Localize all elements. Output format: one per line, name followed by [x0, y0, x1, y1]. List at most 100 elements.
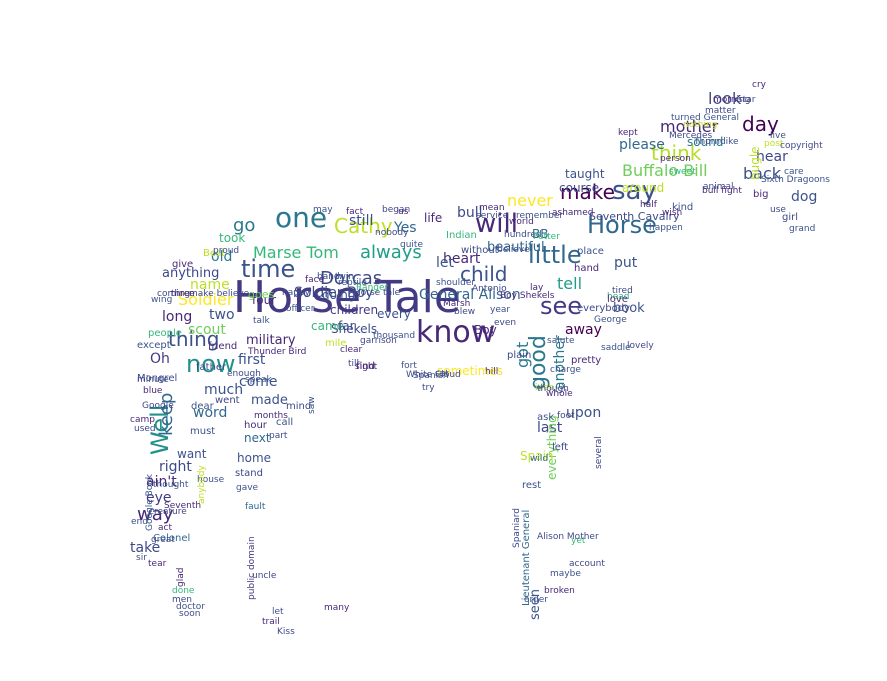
cloud-word: gave: [236, 483, 259, 493]
cloud-word: garrison: [360, 336, 397, 346]
cloud-word: camp: [130, 415, 155, 425]
cloud-word: one: [275, 201, 328, 234]
cloud-word: Google: [142, 401, 174, 411]
cloud-word: try: [422, 383, 435, 393]
cloud-word: sweet: [669, 167, 696, 177]
cloud-word: salute: [547, 336, 575, 346]
cloud-word: go: [233, 215, 256, 236]
cloud-word: BB: [532, 227, 549, 241]
cloud-word: look: [708, 89, 742, 108]
cloud-word: quite: [400, 240, 423, 250]
cloud-word: though: [537, 384, 569, 394]
cloud-word: name: [190, 277, 230, 293]
cloud-word: account: [569, 559, 605, 569]
cloud-word: saddle: [601, 343, 631, 353]
cloud-word: sometimes: [437, 364, 504, 378]
cloud-word: Kiss: [277, 627, 295, 637]
cloud-word: live: [770, 131, 786, 141]
cloud-word: time: [241, 255, 296, 283]
cloud-word: lovely: [627, 341, 654, 351]
cloud-word: Seventh: [164, 501, 202, 511]
cloud-word: hear: [756, 149, 788, 165]
cloud-word: Alison Mother: [537, 532, 599, 542]
cloud-word: big: [753, 189, 769, 200]
cloud-word: many: [324, 603, 350, 613]
cloud-word: book: [613, 301, 645, 316]
cloud-word: men: [172, 595, 193, 605]
cloud-word: Soldier: [178, 290, 234, 309]
cloud-word: Marse Tom: [253, 243, 339, 262]
cloud-word: face: [305, 275, 325, 285]
cloud-word: put: [614, 255, 638, 271]
cloud-word: band: [317, 272, 340, 282]
cloud-word: foot: [557, 411, 575, 421]
cloud-word: stand: [235, 468, 263, 479]
cloud-word: Spain: [520, 449, 554, 463]
cloud-word: Boy Shekels: [500, 291, 555, 301]
cloud-word: thought: [153, 480, 189, 490]
cloud-word: us: [398, 207, 409, 217]
cloud-word: Sixth Dragoons: [761, 175, 830, 185]
cloud-word: fault: [245, 502, 266, 512]
cloud-word: sight: [355, 362, 378, 372]
cloud-word: dear: [191, 401, 214, 412]
cloud-word: Horse Tale: [233, 272, 461, 323]
cloud-word: General Alison: [419, 287, 521, 303]
cloud-word: course: [559, 181, 600, 195]
cloud-word: make believe: [189, 289, 250, 299]
cloud-word: mile: [325, 338, 347, 349]
cloud-word: done: [172, 586, 195, 596]
cloud-word: whole: [546, 389, 573, 399]
cloud-word: always: [360, 242, 422, 263]
cloud-word: Oh: [150, 351, 170, 367]
cloud-word: Soldier Boy: [294, 285, 374, 301]
cloud-word: come: [239, 374, 278, 390]
cloud-word: day: [742, 112, 779, 136]
cloud-word: Horse: [587, 211, 657, 239]
cloud-word: house: [197, 475, 225, 485]
cloud-word: soon: [179, 609, 201, 619]
cloud-word: please: [619, 137, 665, 153]
cloud-word: heart: [443, 251, 481, 267]
cloud-word: except: [137, 340, 171, 351]
cloud-word: year: [490, 305, 511, 315]
cloud-word: happy: [282, 288, 310, 298]
cloud-word: post: [764, 139, 784, 149]
cloud-word: Indian: [446, 230, 477, 241]
cloud-word: last: [537, 420, 563, 436]
cloud-word: still: [349, 213, 374, 229]
cloud-word: public domain: [247, 536, 257, 600]
cloud-word: enough: [227, 369, 261, 379]
cloud-word: way: [137, 504, 174, 525]
cloud-word: friend: [208, 341, 238, 352]
cloud-word: began: [382, 205, 411, 215]
cloud-word: trail: [262, 617, 280, 627]
cloud-word: goes: [248, 288, 275, 301]
cloud-word: next: [244, 431, 271, 445]
cloud-word: mean: [479, 203, 505, 213]
cloud-word: never: [507, 191, 553, 210]
cloud-word: kept: [618, 128, 638, 138]
cloud-word: glad: [176, 567, 186, 587]
cloud-word: home: [237, 451, 272, 465]
cloud-word: lay: [530, 283, 544, 293]
cloud-word: nobody: [375, 228, 409, 238]
cloud-word: every: [377, 307, 411, 321]
cloud-word: Thunder Bird: [248, 347, 307, 357]
cloud-word: tell: [557, 274, 583, 293]
cloud-word: George: [594, 315, 627, 325]
cloud-word: care: [784, 167, 804, 177]
cloud-word: must: [190, 426, 216, 437]
cloud-word: Boy: [474, 323, 497, 337]
cloud-word: left: [552, 442, 569, 453]
cloud-word: Seventh Cavalry: [589, 210, 680, 223]
cloud-word: mind: [286, 401, 312, 412]
cloud-word: Mercedes: [669, 131, 713, 141]
cloud-word: minute: [137, 375, 169, 385]
cloud-word: wild: [530, 454, 549, 464]
cloud-word: Best: [203, 248, 226, 259]
cloud-word: back: [743, 164, 782, 183]
cloud-word: children: [330, 303, 379, 317]
cloud-word: White Cloud: [406, 370, 461, 380]
cloud-word: far: [338, 319, 355, 333]
